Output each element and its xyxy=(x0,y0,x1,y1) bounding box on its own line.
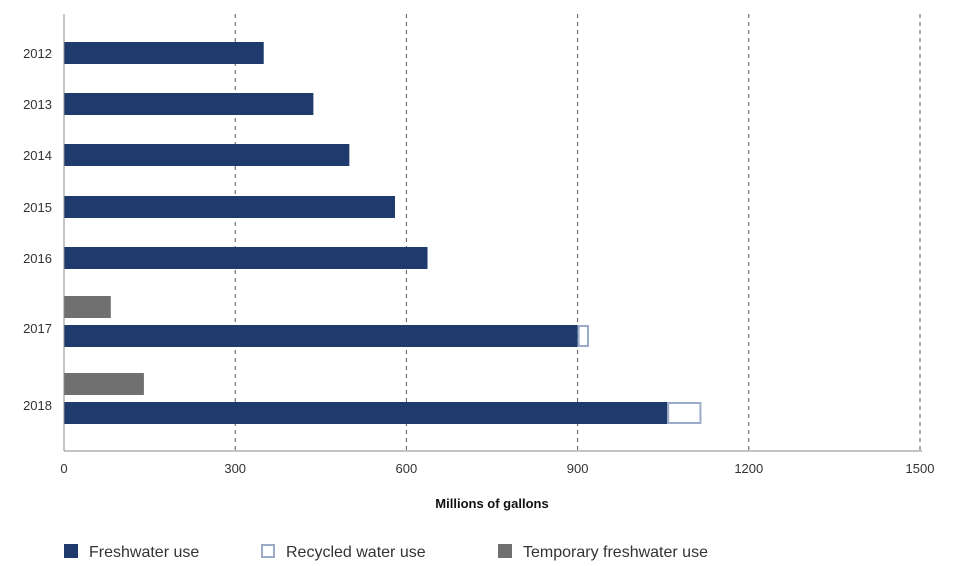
legend: Freshwater use Recycled water use Temporar… xyxy=(64,544,708,561)
bar-freshwater xyxy=(64,42,264,64)
legend-swatch xyxy=(261,544,275,558)
y-category-label: 2013 xyxy=(23,97,52,112)
legend-label: Freshwater use xyxy=(89,544,199,561)
y-category-label: 2015 xyxy=(23,200,52,215)
bar-freshwater xyxy=(64,144,350,166)
legend-label: Temporary freshwater use xyxy=(523,544,708,561)
bar-temporary-freshwater xyxy=(64,373,144,395)
bar-freshwater xyxy=(64,402,668,424)
bars xyxy=(64,42,702,424)
bar-freshwater xyxy=(64,247,428,269)
x-tick-label: 1200 xyxy=(734,461,763,476)
x-tick-label: 300 xyxy=(224,461,246,476)
bar-recycled-water xyxy=(577,325,590,347)
bar-recycled-water xyxy=(667,402,702,424)
legend-item: Temporary freshwater use xyxy=(498,544,708,561)
legend-item: Freshwater use xyxy=(64,544,199,561)
x-axis-title: Millions of gallons xyxy=(435,496,548,511)
y-category-label: 2012 xyxy=(23,46,52,61)
y-category-label: 2018 xyxy=(23,398,52,413)
y-category-label: 2017 xyxy=(23,321,52,336)
y-category-label: 2014 xyxy=(23,148,52,163)
bar-temporary-freshwater xyxy=(64,296,111,318)
x-tick-label: 600 xyxy=(396,461,418,476)
legend-label: Recycled water use xyxy=(286,544,426,561)
legend-item: Recycled water use xyxy=(261,544,426,561)
bar-freshwater xyxy=(64,325,578,347)
bar-freshwater xyxy=(64,196,395,218)
y-category-label: 2016 xyxy=(23,251,52,266)
legend-swatch xyxy=(64,544,78,558)
bar-freshwater xyxy=(64,93,314,115)
x-tick-label: 900 xyxy=(567,461,589,476)
x-tick-label: 1500 xyxy=(906,461,935,476)
legend-swatch xyxy=(498,544,512,558)
axes: 0 300 600 900 1200 1500 2012 2013 2014 2015 2016 20… xyxy=(23,14,934,476)
grid xyxy=(234,14,921,451)
x-tick-label: 0 xyxy=(60,461,67,476)
